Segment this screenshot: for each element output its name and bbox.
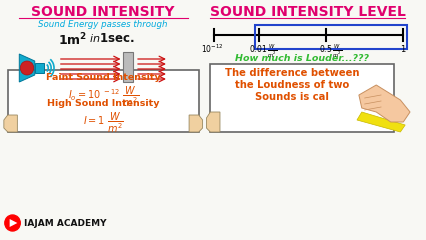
Text: How much is Louder...???: How much is Louder...??? xyxy=(235,54,369,63)
Text: $1$: $1$ xyxy=(400,43,406,54)
Circle shape xyxy=(5,215,20,231)
Text: $10^{-12}$: $10^{-12}$ xyxy=(201,43,224,55)
Text: IAJAM ACADEMY: IAJAM ACADEMY xyxy=(24,218,106,228)
Bar xyxy=(124,52,133,82)
Polygon shape xyxy=(19,54,35,82)
Polygon shape xyxy=(10,219,17,227)
Polygon shape xyxy=(359,85,410,122)
Bar xyxy=(210,64,394,132)
Polygon shape xyxy=(189,115,203,132)
Text: Sound Energy passes through: Sound Energy passes through xyxy=(38,20,168,29)
Polygon shape xyxy=(4,115,17,132)
Text: Faint Sound Intensity: Faint Sound Intensity xyxy=(46,73,161,82)
Text: $\mathbf{1m^2}$: $\mathbf{1m^2}$ xyxy=(58,32,87,48)
Polygon shape xyxy=(357,112,405,132)
Text: the Loudness of two: the Loudness of two xyxy=(235,80,349,90)
Text: SOUND INTENSITY LEVEL: SOUND INTENSITY LEVEL xyxy=(210,5,406,19)
Text: $0.5\,\frac{W}{m^2}$: $0.5\,\frac{W}{m^2}$ xyxy=(319,43,343,60)
Circle shape xyxy=(20,61,34,75)
Text: $\mathit{in}$: $\mathit{in}$ xyxy=(89,32,100,44)
Text: $I = 1\ \dfrac{W}{m^2}$: $I = 1\ \dfrac{W}{m^2}$ xyxy=(83,110,124,135)
Polygon shape xyxy=(207,112,220,132)
Text: High Sound Intensity: High Sound Intensity xyxy=(47,99,159,108)
Text: The difference between: The difference between xyxy=(225,68,360,78)
Bar xyxy=(8,70,199,132)
Text: $0.01\,\frac{W}{m^2}$: $0.01\,\frac{W}{m^2}$ xyxy=(249,43,277,60)
Text: SOUND INTENSITY: SOUND INTENSITY xyxy=(32,5,175,19)
Text: $I_o = 10^{\ -12}\ \dfrac{W}{m^2}$: $I_o = 10^{\ -12}\ \dfrac{W}{m^2}$ xyxy=(68,84,139,109)
Text: $\mathbf{1sec.}$: $\mathbf{1sec.}$ xyxy=(99,32,135,45)
Text: Sounds is cal: Sounds is cal xyxy=(255,92,329,102)
Bar xyxy=(35,63,44,73)
Bar xyxy=(255,25,407,49)
